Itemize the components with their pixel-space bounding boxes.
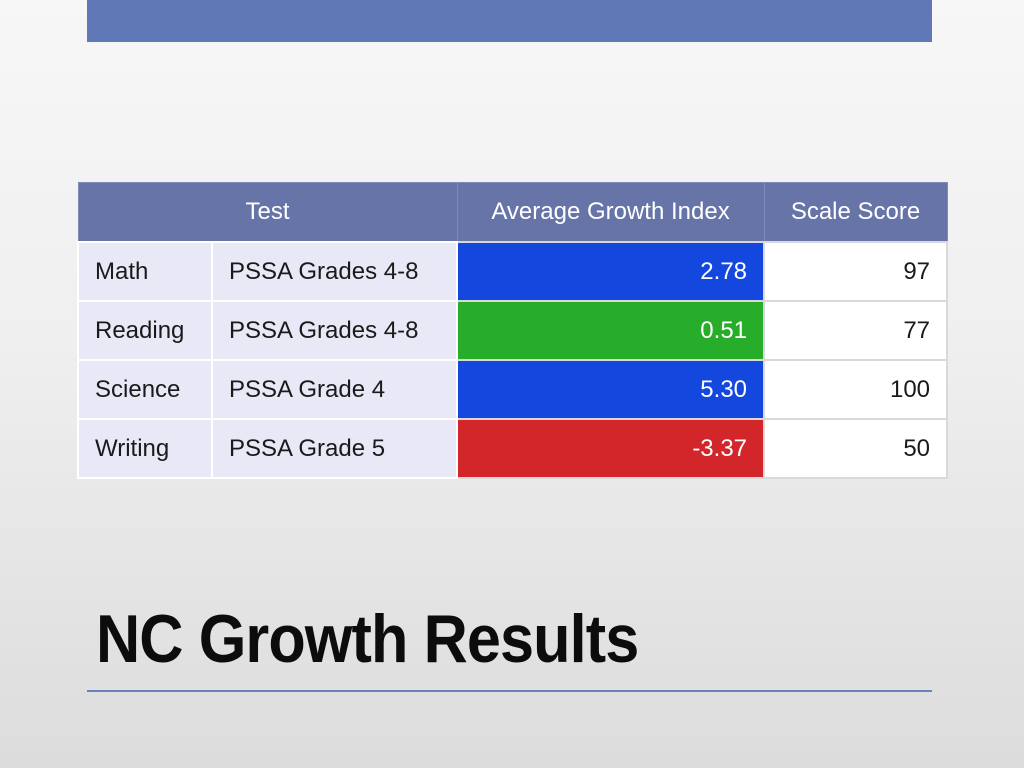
table-row: Math PSSA Grades 4-8 2.78 97	[77, 241, 949, 302]
header-test: Test	[77, 182, 458, 243]
top-accent-bar	[87, 0, 932, 42]
test-cell: PSSA Grades 4-8	[210, 241, 459, 302]
scale-score-cell: 100	[763, 359, 949, 420]
test-cell: PSSA Grade 4	[210, 359, 459, 420]
scale-score-cell: 77	[763, 300, 949, 361]
table-header-row: Test Average Growth Index Scale Score	[77, 182, 948, 243]
test-cell: PSSA Grade 5	[210, 418, 459, 479]
growth-results-table: Test Average Growth Index Scale Score Ma…	[77, 182, 949, 479]
growth-index-cell: 2.78	[456, 241, 766, 302]
subject-cell: Science	[77, 359, 213, 420]
subject-cell: Reading	[77, 300, 213, 361]
growth-index-cell: 5.30	[456, 359, 766, 420]
header-average-growth-index: Average Growth Index	[456, 182, 765, 243]
scale-score-cell: 97	[763, 241, 949, 302]
table-row: Science PSSA Grade 4 5.30 100	[77, 359, 949, 420]
title-underline-rule	[87, 690, 932, 692]
scale-score-cell: 50	[763, 418, 949, 479]
test-cell: PSSA Grades 4-8	[210, 300, 459, 361]
subject-cell: Math	[77, 241, 213, 302]
table-row: Writing PSSA Grade 5 -3.37 50	[77, 418, 949, 479]
subject-cell: Writing	[77, 418, 213, 479]
growth-index-cell: 0.51	[456, 300, 766, 361]
growth-index-cell: -3.37	[456, 418, 766, 479]
slide-title: NC Growth Results	[96, 601, 639, 677]
table-row: Reading PSSA Grades 4-8 0.51 77	[77, 300, 949, 361]
header-scale-score: Scale Score	[763, 182, 948, 243]
